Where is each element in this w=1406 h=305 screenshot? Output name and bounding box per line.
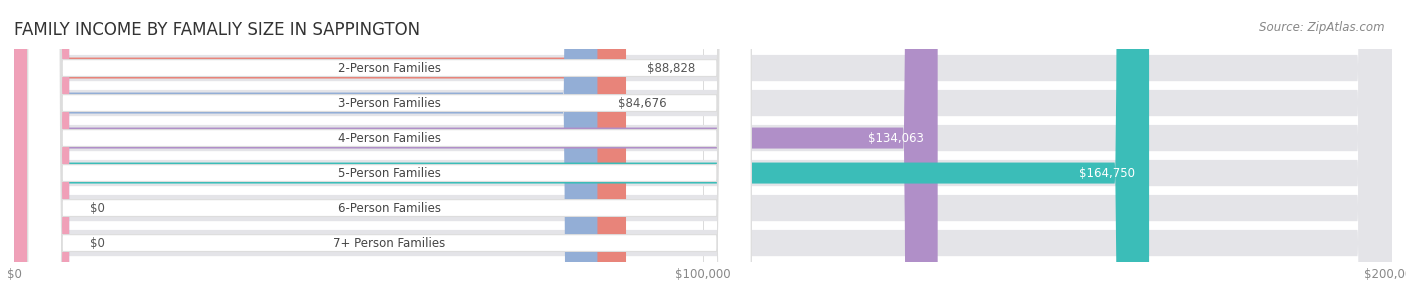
FancyBboxPatch shape <box>28 0 751 305</box>
Text: $84,676: $84,676 <box>619 97 666 109</box>
FancyBboxPatch shape <box>28 0 751 305</box>
FancyBboxPatch shape <box>28 0 751 305</box>
FancyBboxPatch shape <box>14 0 1392 305</box>
FancyBboxPatch shape <box>14 0 1392 305</box>
FancyBboxPatch shape <box>14 0 69 305</box>
FancyBboxPatch shape <box>28 0 751 305</box>
FancyBboxPatch shape <box>28 0 751 305</box>
FancyBboxPatch shape <box>28 0 751 305</box>
Text: 7+ Person Families: 7+ Person Families <box>333 237 446 249</box>
FancyBboxPatch shape <box>14 0 69 305</box>
FancyBboxPatch shape <box>14 0 626 305</box>
FancyBboxPatch shape <box>14 0 598 305</box>
FancyBboxPatch shape <box>14 0 1392 305</box>
Text: 2-Person Families: 2-Person Families <box>337 62 441 74</box>
Text: 5-Person Families: 5-Person Families <box>337 167 441 180</box>
FancyBboxPatch shape <box>14 0 1149 305</box>
Text: $164,750: $164,750 <box>1080 167 1135 180</box>
Text: Source: ZipAtlas.com: Source: ZipAtlas.com <box>1260 21 1385 34</box>
Text: FAMILY INCOME BY FAMALIY SIZE IN SAPPINGTON: FAMILY INCOME BY FAMALIY SIZE IN SAPPING… <box>14 21 420 39</box>
FancyBboxPatch shape <box>14 0 1392 305</box>
Text: $88,828: $88,828 <box>647 62 695 74</box>
FancyBboxPatch shape <box>14 0 1392 305</box>
Text: $0: $0 <box>90 202 104 214</box>
Text: $134,063: $134,063 <box>868 131 924 145</box>
Text: 6-Person Families: 6-Person Families <box>337 202 441 214</box>
FancyBboxPatch shape <box>14 0 1392 305</box>
Text: 4-Person Families: 4-Person Families <box>337 131 441 145</box>
FancyBboxPatch shape <box>14 0 938 305</box>
Text: $0: $0 <box>90 237 104 249</box>
Text: 3-Person Families: 3-Person Families <box>337 97 441 109</box>
